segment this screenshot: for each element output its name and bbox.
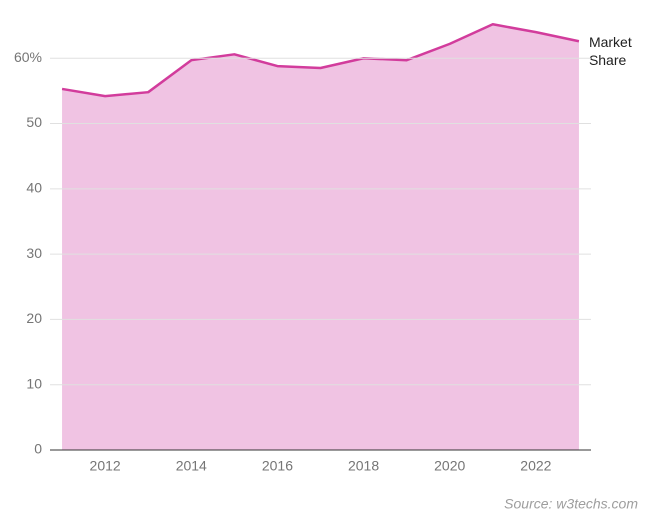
y-tick-label: 60%: [14, 49, 42, 65]
y-tick-label: 30: [26, 245, 42, 261]
x-tick-label: 2020: [434, 458, 465, 474]
series-label: Market Share: [588, 34, 632, 69]
x-tick-label: 2016: [262, 458, 293, 474]
y-tick-label: 10: [26, 375, 42, 391]
line: [61, 23, 580, 98]
area: [62, 24, 579, 451]
y-tick-label: 50: [26, 114, 42, 130]
x-tick-label: 2012: [90, 458, 121, 474]
source-note: Source: w3techs.com: [504, 496, 638, 512]
y-tick-label: 0: [34, 441, 42, 457]
x-tick-label: 2018: [348, 458, 379, 474]
x-tick-label: 2014: [176, 458, 207, 474]
x-tick-label: 2022: [520, 458, 551, 474]
series-label-box: Market Share: [588, 34, 632, 69]
y-tick-label: 40: [26, 180, 42, 196]
y-tick-label: 20: [26, 310, 42, 326]
